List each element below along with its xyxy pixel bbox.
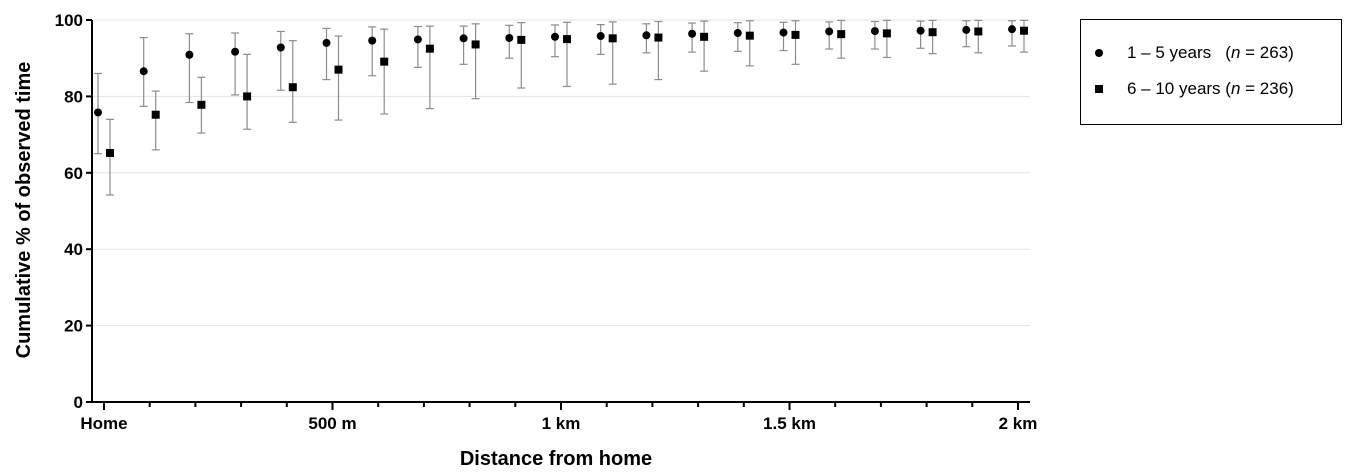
y-axis-title: Cumulative % of observed time (13, 62, 35, 359)
data-point-6-10-years (334, 65, 343, 74)
x-tick-label: 1 km (542, 414, 581, 433)
legend: 1 – 5 years (n = 263) 6 – 10 years (n = … (1080, 19, 1342, 125)
data-point-6-10-years (928, 28, 937, 37)
data-point-1-5-years (642, 31, 651, 40)
y-tick-label: 0 (74, 393, 83, 412)
grid-lines (92, 19, 1030, 327)
x-tick-label: 2 km (999, 414, 1038, 433)
data-point-6-10-years (837, 30, 846, 39)
y-tick-label: 20 (64, 317, 83, 336)
data-point-1-5-years (505, 33, 514, 42)
data-point-6-10-years (243, 92, 252, 101)
data-point-1-5-years (962, 25, 971, 34)
y-tick-label: 40 (64, 240, 83, 259)
legend-item-6-10-years: 6 – 10 years (n = 236) (1095, 79, 1294, 99)
data-point-6-10-years (380, 57, 389, 66)
y-tick-label: 60 (64, 164, 83, 183)
data-point-6-10-years (700, 32, 709, 41)
data-point-6-10-years (974, 27, 983, 36)
data-point-6-10-years (791, 30, 800, 39)
data-point-1-5-years (139, 67, 148, 76)
data-point-1-5-years (779, 28, 788, 37)
legend-item-1-5-years: 1 – 5 years (n = 263) (1095, 43, 1294, 63)
data-point-1-5-years (551, 32, 559, 41)
error-bars (94, 19, 1028, 196)
legend-label: 6 – 10 years (n = 236) (1127, 79, 1294, 98)
data-point-1-5-years (688, 29, 697, 38)
y-tick-label: 100 (55, 11, 83, 30)
data-point-6-10-years (563, 35, 571, 44)
data-point-1-5-years (825, 27, 834, 36)
data-point-1-5-years (94, 108, 102, 117)
data-point-1-5-years (276, 43, 285, 52)
axes (86, 19, 1030, 410)
legend-label: 1 – 5 years (n = 263) (1127, 43, 1294, 62)
data-markers (94, 25, 1028, 157)
x-axis-title: Distance from home (460, 448, 652, 470)
data-point-6-10-years (654, 33, 663, 42)
data-point-1-5-years (870, 27, 879, 36)
data-point-6-10-years (106, 148, 114, 157)
square-marker-icon (1095, 85, 1103, 93)
data-point-6-10-years (288, 83, 297, 92)
x-tick-label: 500 m (308, 414, 356, 433)
data-point-1-5-years (322, 38, 331, 47)
data-point-1-5-years (1008, 25, 1016, 34)
x-tick-label: 1.5 km (763, 414, 816, 433)
x-tick-label: Home (80, 414, 127, 433)
data-point-1-5-years (459, 34, 468, 43)
data-point-6-10-years (1020, 26, 1028, 35)
data-point-6-10-years (608, 34, 617, 43)
data-point-6-10-years (197, 100, 206, 109)
y-tick-label: 80 (64, 87, 83, 106)
data-point-6-10-years (517, 35, 526, 44)
circle-marker-icon (1095, 49, 1103, 57)
data-point-1-5-years (596, 32, 605, 41)
data-point-1-5-years (368, 36, 377, 45)
data-point-6-10-years (425, 44, 434, 53)
data-point-1-5-years (413, 35, 422, 44)
tick-labels: 0 20 40 60 80 100 Home 500 m 1 km 1.5 km 2 km (55, 11, 1038, 433)
data-point-1-5-years (916, 26, 925, 35)
data-point-6-10-years (882, 29, 891, 38)
data-point-1-5-years (185, 50, 194, 59)
data-point-6-10-years (151, 110, 160, 119)
data-point-6-10-years (745, 31, 754, 40)
data-point-1-5-years (231, 47, 240, 56)
data-point-1-5-years (733, 28, 742, 37)
data-point-6-10-years (471, 40, 480, 49)
